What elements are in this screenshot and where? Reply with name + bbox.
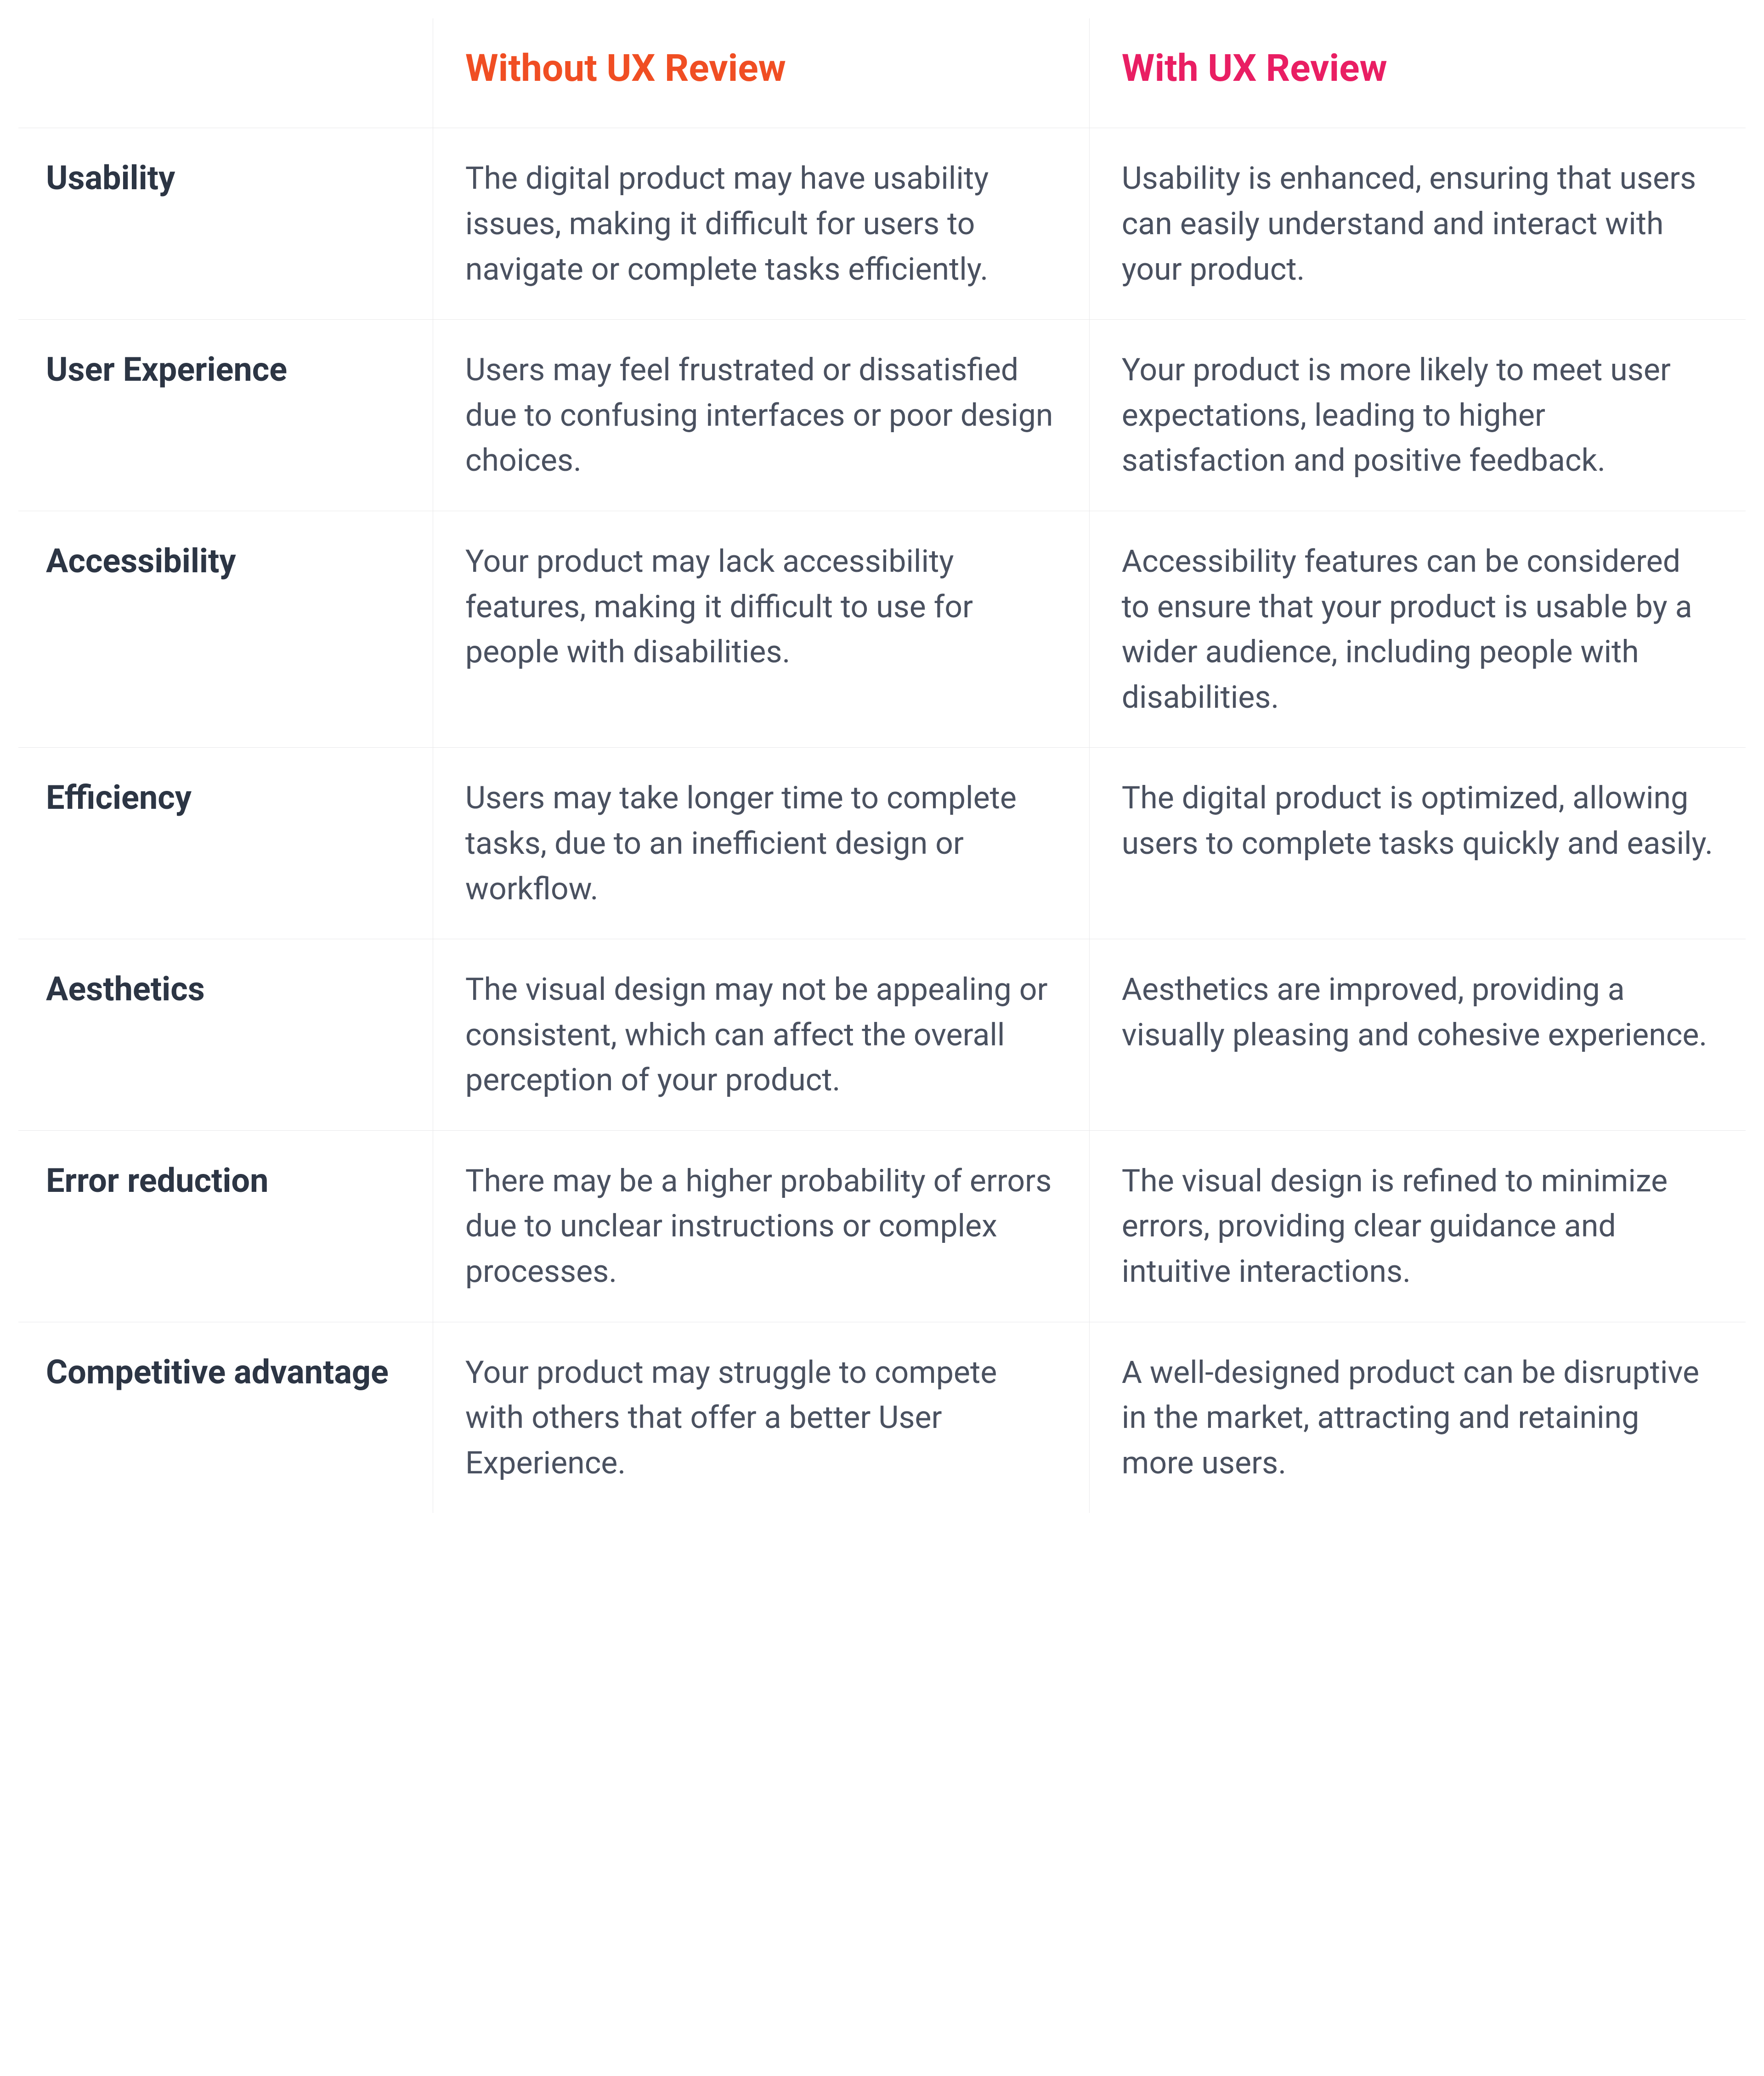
table-row: User Experience Users may feel frustrate… (18, 320, 1746, 511)
row-label: User Experience (46, 347, 401, 392)
row-with-text: Aesthetics are improved, providing a vis… (1122, 967, 1713, 1057)
row-label: Aesthetics (46, 967, 401, 1011)
row-with-text: A well-designed product can be disruptiv… (1122, 1350, 1713, 1486)
row-label-cell: Aesthetics (18, 939, 433, 1131)
ux-review-comparison-table: Without UX Review With UX Review Usabili… (18, 18, 1746, 1513)
row-without-cell: Users may take longer time to complete t… (433, 748, 1089, 939)
row-without-cell: The visual design may not be appealing o… (433, 939, 1089, 1131)
header-without-title: Without UX Review (465, 46, 1057, 91)
row-label: Competitive advantage (46, 1350, 401, 1394)
table-row: Efficiency Users may take longer time to… (18, 748, 1746, 939)
row-label: Error reduction (46, 1158, 401, 1203)
row-label: Accessibility (46, 539, 401, 583)
row-without-cell: Your product may struggle to compete wit… (433, 1322, 1089, 1513)
row-without-text: There may be a higher probability of err… (465, 1158, 1057, 1294)
table-row: Competitive advantage Your product may s… (18, 1322, 1746, 1513)
row-without-text: Your product may struggle to compete wit… (465, 1350, 1057, 1486)
header-with-title: With UX Review (1122, 46, 1713, 91)
row-with-text: Your product is more likely to meet user… (1122, 347, 1713, 483)
row-without-cell: The digital product may have usability i… (433, 128, 1089, 320)
row-label: Efficiency (46, 775, 401, 820)
row-with-cell: The visual design is refined to minimize… (1089, 1130, 1746, 1322)
row-without-text: The digital product may have usability i… (465, 156, 1057, 292)
table-row: Error reduction There may be a higher pr… (18, 1130, 1746, 1322)
row-label-cell: Competitive advantage (18, 1322, 433, 1513)
row-with-text: The visual design is refined to minimize… (1122, 1158, 1713, 1294)
header-without-cell: Without UX Review (433, 18, 1089, 128)
row-label-cell: Error reduction (18, 1130, 433, 1322)
row-without-text: Users may feel frustrated or dissatisfie… (465, 347, 1057, 483)
row-without-cell: Your product may lack accessibility feat… (433, 511, 1089, 747)
row-with-cell: Your product is more likely to meet user… (1089, 320, 1746, 511)
table-header-row: Without UX Review With UX Review (18, 18, 1746, 128)
row-label-cell: Usability (18, 128, 433, 320)
row-label-cell: Accessibility (18, 511, 433, 747)
row-with-cell: A well-designed product can be disruptiv… (1089, 1322, 1746, 1513)
row-without-text: Your product may lack accessibility feat… (465, 539, 1057, 675)
row-without-cell: There may be a higher probability of err… (433, 1130, 1089, 1322)
row-without-text: The visual design may not be appealing o… (465, 967, 1057, 1103)
header-empty-cell (18, 18, 433, 128)
row-label: Usability (46, 156, 401, 200)
row-label-cell: User Experience (18, 320, 433, 511)
row-with-cell: Accessibility features can be considered… (1089, 511, 1746, 747)
row-without-text: Users may take longer time to complete t… (465, 775, 1057, 911)
table-row: Aesthetics The visual design may not be … (18, 939, 1746, 1131)
header-with-cell: With UX Review (1089, 18, 1746, 128)
table-row: Usability The digital product may have u… (18, 128, 1746, 320)
row-with-cell: Aesthetics are improved, providing a vis… (1089, 939, 1746, 1131)
row-with-cell: The digital product is optimized, allowi… (1089, 748, 1746, 939)
table-row: Accessibility Your product may lack acce… (18, 511, 1746, 747)
row-with-text: The digital product is optimized, allowi… (1122, 775, 1713, 866)
row-label-cell: Efficiency (18, 748, 433, 939)
row-with-text: Accessibility features can be considered… (1122, 539, 1713, 720)
row-with-text: Usability is enhanced, ensuring that use… (1122, 156, 1713, 292)
row-with-cell: Usability is enhanced, ensuring that use… (1089, 128, 1746, 320)
row-without-cell: Users may feel frustrated or dissatisfie… (433, 320, 1089, 511)
